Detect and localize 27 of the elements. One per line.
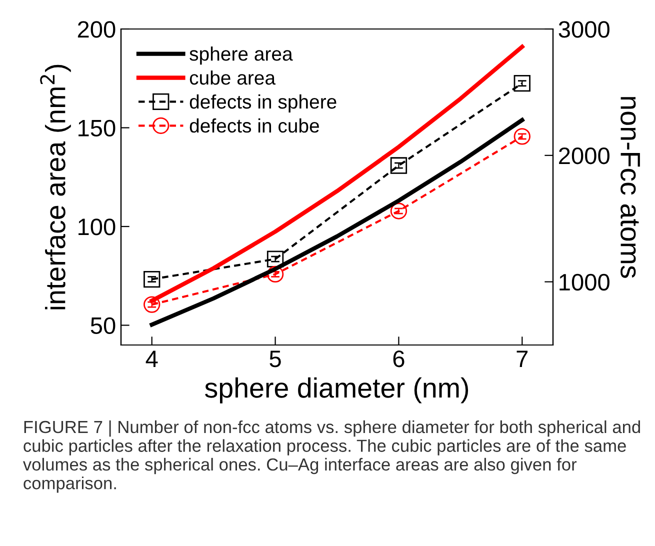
point [266, 266, 284, 283]
x-tick-label: 5 [270, 350, 281, 368]
y-tick-label: 100 [78, 218, 116, 236]
caption: FIGURE 7 | Number of non-fcc atoms vs. sphere diameter for both spherical and cubic particles after the relaxation process. The cubic particles are of the same volumes as the spherical ones. Cu–Ag interface areas are also given for comparison. [22, 420, 640, 493]
y2-axis-title: non-Fcc atoms [620, 97, 640, 278]
legend-label: sphere area [190, 46, 293, 65]
y-tick-label: 150 [78, 120, 116, 137]
x-tick-label: 7 [516, 350, 528, 367]
point [514, 128, 530, 145]
x-tick-label: 6 [393, 350, 404, 368]
point [144, 270, 160, 288]
x-axis-title: sphere diameter (nm) [205, 377, 468, 404]
y2-tick-label: 1000 [560, 274, 610, 291]
point [514, 75, 530, 92]
point [266, 250, 284, 268]
y-axis-title: interface area (nm$^{2}$) [40, 64, 71, 310]
legend-label: cube area [190, 70, 276, 85]
point [144, 296, 160, 313]
y2-tick-label: 2000 [559, 147, 610, 164]
legend-label: defects in cube [190, 118, 319, 133]
point [390, 157, 408, 174]
y2-tick-label: 3000 [558, 21, 610, 38]
legend-label: defects in sphere [190, 94, 336, 113]
y-tick-label: 50 [90, 317, 116, 334]
point [390, 202, 408, 220]
x-tick-label: 4 [146, 350, 158, 367]
y-tick-label: 200 [78, 21, 116, 38]
